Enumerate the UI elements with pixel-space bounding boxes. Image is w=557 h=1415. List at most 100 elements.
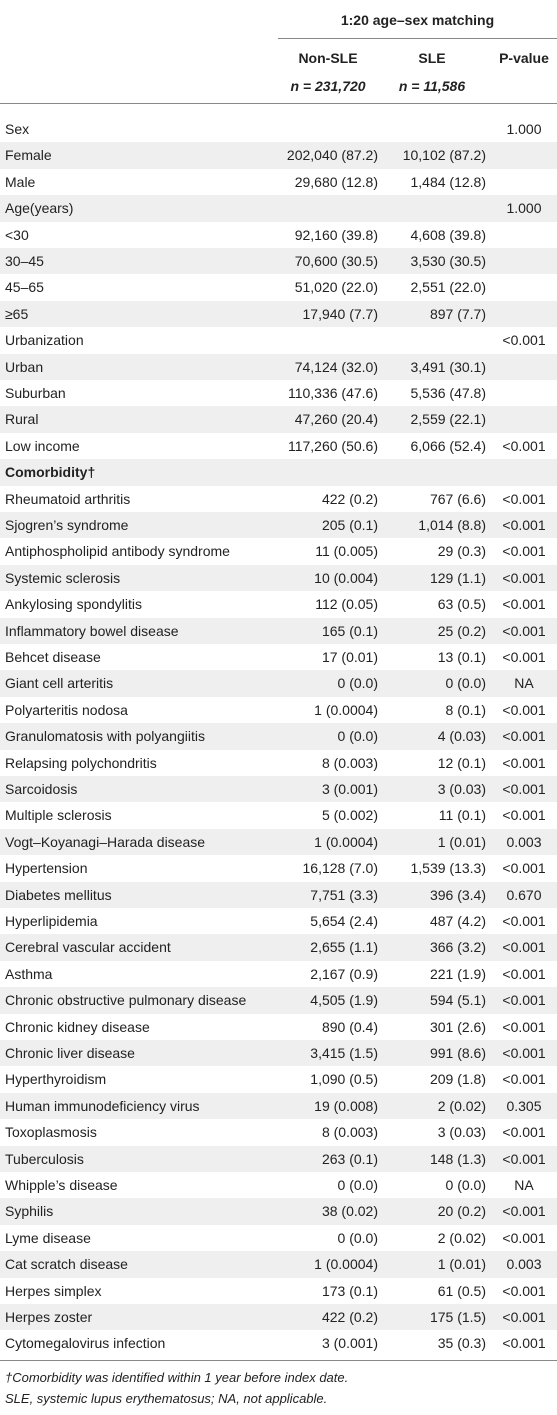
- p-value: 0.003: [506, 1256, 542, 1273]
- row-label: Lyme disease: [5, 1229, 91, 1246]
- cell: 175 (1.5): [429, 1309, 486, 1325]
- cell: 205 (0.1): [321, 517, 378, 533]
- row-label: Chronic liver disease: [5, 1045, 135, 1061]
- row-label: Urban: [5, 358, 44, 375]
- cell: 7,751 (3.3): [310, 886, 378, 903]
- p-value: <0.001: [502, 913, 546, 929]
- cell: 13 (0.1): [437, 649, 486, 665]
- cell: 16,128 (7.0): [302, 860, 379, 877]
- p-value: 1.000: [506, 200, 542, 217]
- row-shade: [0, 142, 557, 169]
- cell: 3 (0.001): [321, 1335, 378, 1352]
- row-label: Toxoplasmosis: [5, 1124, 97, 1141]
- row-label: ≥65: [5, 305, 29, 322]
- row-label: Antiphospholipid antibody syndrome: [5, 543, 230, 560]
- row-shade: [0, 248, 557, 275]
- row-label: Cat scratch disease: [5, 1256, 128, 1273]
- row-shade: [0, 1304, 557, 1331]
- row-label: Sex: [5, 121, 30, 137]
- row-label: Granulomatosis with polyangiitis: [5, 728, 205, 745]
- row-label: Comorbidity†: [5, 464, 96, 481]
- cell: 2,655 (1.1): [310, 939, 378, 956]
- p-value: <0.001: [502, 1018, 546, 1035]
- row-shade: [0, 195, 557, 222]
- p-value: <0.001: [502, 1124, 546, 1141]
- cell: 110,336 (47.6): [287, 385, 378, 401]
- p-value: <0.001: [502, 622, 546, 639]
- cell: 3,530 (30.5): [410, 253, 487, 269]
- cell: 12 (0.1): [437, 754, 486, 771]
- row-label: Human immunodeficiency virus: [5, 1097, 200, 1114]
- row-label: Ankylosing spondylitis: [5, 596, 142, 613]
- row-shade: [0, 828, 557, 856]
- row-label: Polyarteritis nodosa: [5, 701, 128, 718]
- row-shade: [0, 1251, 557, 1278]
- cell: 8 (0.1): [445, 701, 486, 718]
- row-shade: [0, 881, 557, 908]
- cell: 4,608 (39.8): [410, 226, 487, 243]
- row-shade: [0, 353, 557, 380]
- cell: 209 (1.8): [429, 1071, 486, 1088]
- cell: 3,415 (1.5): [310, 1045, 378, 1061]
- cell: 35 (0.3): [437, 1335, 486, 1352]
- cell: 3 (0.03): [437, 781, 486, 797]
- row-label: Cerebral vascular accident: [5, 939, 171, 956]
- row-shade: [0, 934, 557, 961]
- row-shade: [0, 459, 557, 486]
- p-value: <0.001: [502, 728, 546, 745]
- cell: 74,124 (32.0): [294, 358, 378, 375]
- row-shade: [0, 617, 557, 644]
- row-label: Chronic obstructive pulmonary disease: [5, 992, 247, 1009]
- cell: 2,559 (22.1): [410, 411, 487, 428]
- cell: 61 (0.5): [437, 1282, 486, 1299]
- row-label: Tuberculosis: [5, 1150, 84, 1167]
- p-value: <0.001: [502, 1309, 546, 1325]
- cell: 366 (3.2): [429, 939, 486, 956]
- cell: 51,020 (22.0): [294, 279, 378, 296]
- cell: 221 (1.9): [429, 965, 486, 982]
- p-value: <0.001: [502, 1335, 546, 1352]
- row-label: Rural: [5, 411, 39, 428]
- cell: 3,491 (30.1): [410, 358, 487, 375]
- row-label: Multiple sclerosis: [5, 807, 112, 824]
- cell: 173 (0.1): [321, 1282, 378, 1299]
- row-label: Syphilis: [5, 1203, 54, 1220]
- row-label: Hypertension: [5, 860, 88, 877]
- p-value: <0.001: [502, 1150, 546, 1167]
- p-value: <0.001: [502, 437, 546, 454]
- cell: 10,102 (87.2): [402, 147, 486, 164]
- row-shade: [0, 987, 557, 1014]
- p-value: 1.000: [506, 121, 542, 137]
- row-shade: [0, 512, 557, 539]
- cell: 487 (4.2): [429, 913, 486, 929]
- row-label: Hyperlipidemia: [5, 913, 98, 929]
- cell: 1 (0.0004): [314, 701, 378, 718]
- p-value: <0.001: [502, 490, 546, 507]
- cell: 19 (0.008): [314, 1097, 378, 1114]
- cell: 8 (0.003): [321, 754, 378, 771]
- cell: 25 (0.2): [437, 622, 486, 639]
- row-label: Sarcoidosis: [5, 781, 78, 797]
- p-value: 0.305: [506, 1097, 542, 1114]
- cell: 0 (0.0): [337, 1229, 378, 1246]
- cell: 1,539 (13.3): [410, 860, 487, 877]
- cell: 20 (0.2): [437, 1203, 486, 1220]
- cell: 396 (3.4): [429, 886, 486, 903]
- row-label: 30–45: [5, 253, 44, 269]
- row-label: Male: [5, 173, 36, 190]
- row-label: Giant cell arteritis: [5, 675, 114, 692]
- p-value: <0.001: [502, 701, 546, 718]
- p-value: <0.001: [502, 992, 546, 1009]
- row-shade: [0, 300, 557, 328]
- row-shade: [0, 723, 557, 750]
- cell: 202,040 (87.2): [286, 147, 378, 164]
- cell: 63 (0.5): [437, 596, 486, 613]
- p-value: <0.001: [502, 1282, 546, 1299]
- cell: 301 (2.6): [429, 1018, 486, 1035]
- row-label: Age(years): [5, 200, 74, 217]
- cell: 767 (6.6): [429, 490, 486, 507]
- cell: 148 (1.3): [429, 1150, 486, 1167]
- row-label: Vogt–Koyanagi–Harada disease: [5, 833, 206, 850]
- row-shade: [0, 1145, 557, 1172]
